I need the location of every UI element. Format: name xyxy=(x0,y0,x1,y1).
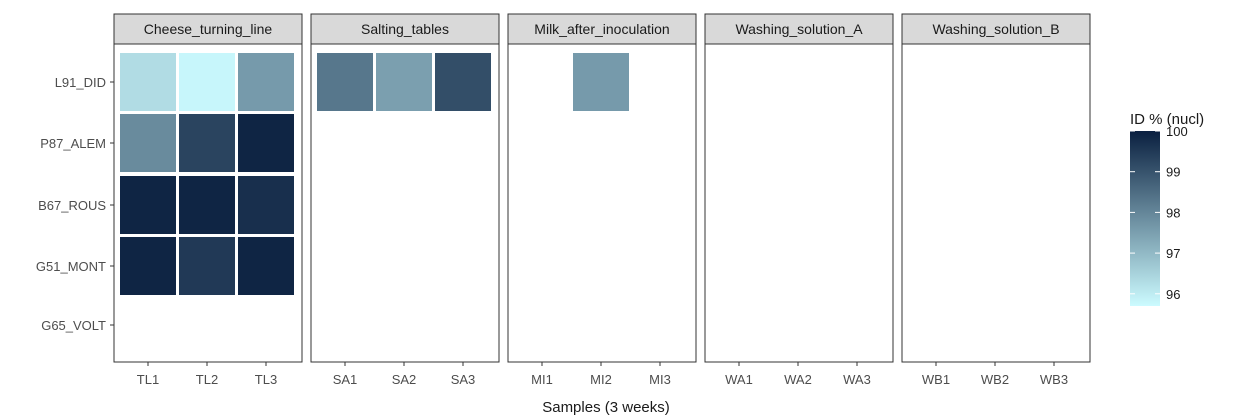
heatmap-cell xyxy=(238,53,294,111)
facet-label: Washing_solution_B xyxy=(932,21,1059,37)
x-tick-label: MI2 xyxy=(590,372,612,387)
facet-strip xyxy=(704,13,894,45)
facet-strip xyxy=(901,13,1091,45)
heatmap-cell xyxy=(179,237,235,295)
heatmap-cell xyxy=(376,53,432,111)
legend: ID % (nucl) 96 97 98 99 100 xyxy=(1130,111,1204,306)
y-axis: L91_DID P87_ALEM B67_ROUS G51_MONT G65_VOLT xyxy=(36,75,114,333)
y-tick-label: B67_ROUS xyxy=(38,198,106,213)
heatmap-cell xyxy=(238,176,294,234)
x-tick-label: WB1 xyxy=(922,372,950,387)
heatmap-cell xyxy=(238,114,294,172)
facet-panel-border xyxy=(704,43,894,363)
x-tick-label: SA1 xyxy=(333,372,358,387)
facets: Cheese_turning_line TL1 TL2 TL3 Salting_tabl… xyxy=(113,13,1091,387)
facet-strip xyxy=(310,13,500,45)
facet-label: Salting_tables xyxy=(361,21,449,37)
y-tick-label: P87_ALEM xyxy=(40,136,106,151)
x-tick-label: MI1 xyxy=(531,372,553,387)
y-tick-label: G51_MONT xyxy=(36,259,106,274)
x-tick-label: WB3 xyxy=(1040,372,1068,387)
heatmap-cell xyxy=(120,176,176,234)
x-tick-label: WA1 xyxy=(725,372,753,387)
x-tick-label: MI3 xyxy=(649,372,671,387)
heatmap-cell xyxy=(179,176,235,234)
legend-tick-label: 97 xyxy=(1166,246,1180,261)
heatmap-cell xyxy=(120,114,176,172)
legend-tick-label: 96 xyxy=(1166,287,1180,302)
heatmap-cell xyxy=(120,53,176,111)
heatmap-cell xyxy=(120,237,176,295)
x-tick-label: SA3 xyxy=(451,372,476,387)
legend-tick-label: 98 xyxy=(1166,205,1180,220)
x-axis-title: Samples (3 weeks) xyxy=(542,399,670,416)
facet-panel: Washing_solution_A WA1 WA2 WA3 xyxy=(704,13,894,387)
facet-panel: Milk_after_inoculation MI1 MI2 MI3 xyxy=(507,13,697,387)
facet-panel-border xyxy=(901,43,1091,363)
heatmap-cell xyxy=(573,53,629,111)
legend-title: ID % (nucl) xyxy=(1130,111,1204,128)
x-tick-label: TL1 xyxy=(137,372,159,387)
heatmap-cell xyxy=(238,237,294,295)
heatmap-cell xyxy=(317,53,373,111)
y-tick-label: G65_VOLT xyxy=(41,318,106,333)
facet-panel: Washing_solution_B WB1 WB2 WB3 xyxy=(901,13,1091,387)
facet-label: Milk_after_inoculation xyxy=(534,21,669,37)
x-tick-label: TL3 xyxy=(255,372,277,387)
x-tick-label: WA2 xyxy=(784,372,812,387)
legend-colorbar xyxy=(1130,131,1160,306)
legend-tick-label: 99 xyxy=(1166,165,1180,180)
legend-tick-label: 100 xyxy=(1166,124,1188,139)
y-tick-label: L91_DID xyxy=(55,75,106,90)
x-tick-label: WB2 xyxy=(981,372,1009,387)
x-tick-label: SA2 xyxy=(392,372,417,387)
x-tick-label: TL2 xyxy=(196,372,218,387)
facet-label: Cheese_turning_line xyxy=(144,21,273,37)
facet-strip xyxy=(113,13,303,45)
x-tick-label: WA3 xyxy=(843,372,871,387)
heatmap-cell xyxy=(179,53,235,111)
facet-label: Washing_solution_A xyxy=(735,21,863,37)
heatmap-cell xyxy=(435,53,491,111)
heatmap-cell xyxy=(179,114,235,172)
heatmap-cells xyxy=(120,53,629,295)
